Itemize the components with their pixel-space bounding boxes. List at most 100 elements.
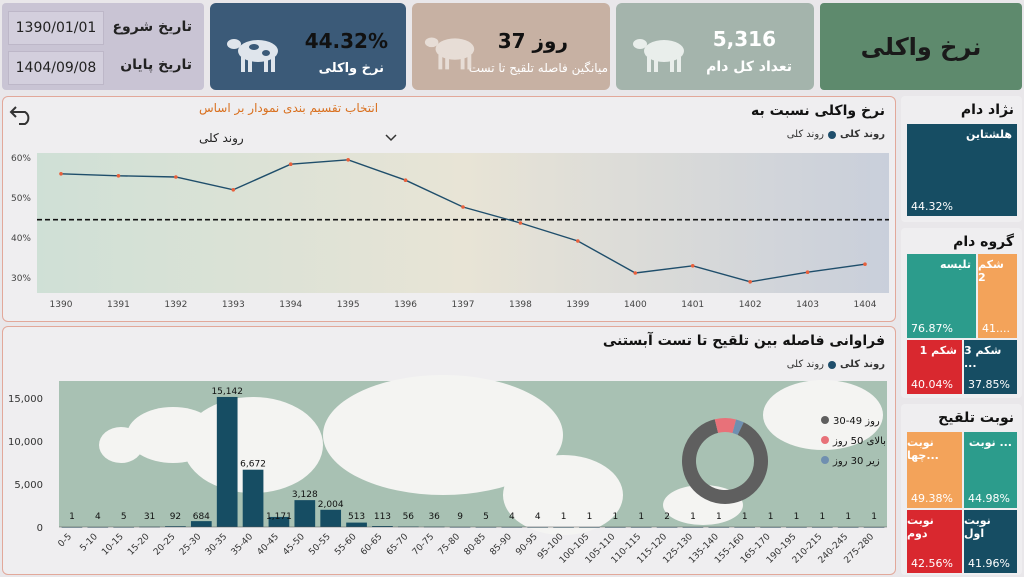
x-tick-label: 30-35 <box>204 532 230 558</box>
legend-title: روند کلی <box>840 129 885 140</box>
x-tick-label: 1392 <box>164 300 187 310</box>
data-point <box>748 280 752 284</box>
x-tick-label: 1401 <box>681 300 704 310</box>
end-date-input[interactable]: 1404/09/08 <box>8 51 104 85</box>
chevron-down-icon <box>385 134 397 142</box>
background-cow-illustration <box>99 375 883 535</box>
x-tick-label: 1393 <box>222 300 245 310</box>
tile-label: شکم 3 ... <box>964 344 1002 370</box>
x-tick-label: 1397 <box>452 300 475 310</box>
cow-icon <box>424 37 475 70</box>
data-point <box>863 262 867 266</box>
x-tick-label: 15-20 <box>126 532 152 558</box>
tile-label: هلشتاین <box>966 128 1012 141</box>
frequency-chart-panel: فراوانی فاصله بین تلقیح تا تست آبستنی رو… <box>2 326 896 575</box>
x-tick-label: 1391 <box>107 300 130 310</box>
data-label: 1 <box>638 512 644 522</box>
donut-legend-dot <box>821 456 829 464</box>
tile-value: 41.96% <box>968 557 1010 570</box>
data-point <box>690 264 695 268</box>
trend-chart-panel: انتخاب تقسیم بندی نمودار بر اساس روند کل… <box>2 96 896 322</box>
tile-label: نوبت چها... <box>907 436 939 462</box>
bar <box>242 469 264 527</box>
x-tick-label: 25-30 <box>178 532 204 558</box>
frequency-legend: روند کلی روند کلی <box>787 359 885 370</box>
data-point <box>805 270 810 274</box>
y-tick-label: 60% <box>11 154 31 164</box>
donut-legend-label: بالای 50 روز <box>832 436 886 447</box>
x-tick-label: 75-80 <box>437 532 463 558</box>
breakdown-dropdown[interactable]: روند کلی <box>199 131 399 149</box>
group-tile-heifer[interactable]: تلیسه 76.87% <box>907 254 976 338</box>
x-tick-label: 1399 <box>566 300 589 310</box>
x-tick-label: 1396 <box>394 300 417 310</box>
data-label: 1 <box>69 512 75 522</box>
group-title: گروه دام <box>953 234 1014 250</box>
service-tile-second[interactable]: نوبت دوم 42.56% <box>907 510 962 573</box>
data-point <box>403 178 408 182</box>
page-title-panel: نرخ واکلی <box>820 3 1022 90</box>
group-tile-parity2[interactable]: شکم 2 41.... <box>978 254 1017 338</box>
x-tick-label: 65-70 <box>385 532 411 558</box>
group-tile-parity3plus[interactable]: شکم 3 ... 37.85% <box>964 340 1017 394</box>
data-point <box>461 205 465 209</box>
data-label: 1 <box>612 512 618 522</box>
legend-title: روند کلی <box>840 359 885 370</box>
data-label: 6,672 <box>240 460 266 470</box>
x-tick-label: 60-65 <box>359 532 385 558</box>
data-label: 4 <box>535 512 541 522</box>
breakdown-dropdown-value: روند کلی <box>199 131 244 145</box>
x-tick-label: 10-15 <box>100 532 126 558</box>
tile-label: شکم 2 <box>978 258 1004 284</box>
back-arrow-icon[interactable] <box>9 103 35 125</box>
start-date-input[interactable]: 1390/01/01 <box>8 11 104 45</box>
service-tile-fourth[interactable]: نوبت چها... 49.38% <box>907 432 962 508</box>
data-label: 1 <box>845 512 851 522</box>
x-tick-label: 1400 <box>624 300 647 310</box>
donut-slice <box>682 419 768 504</box>
x-tick-label: 1390 <box>50 300 73 310</box>
donut-legend-label: 30-49 روز <box>833 416 880 427</box>
legend-dot <box>828 130 836 139</box>
breed-tile-holstein[interactable]: هلشتاین 44.32% <box>907 124 1017 216</box>
date-filter-panel: 1390/01/01 1404/09/08 تاریخ شروع تاریخ پ… <box>2 3 204 90</box>
data-label: 4 <box>509 512 515 522</box>
data-point <box>346 158 350 162</box>
tile-label: شکم 1 <box>919 344 957 357</box>
x-tick-label: 50-55 <box>307 532 333 558</box>
breed-panel: نژاد دام هلشتاین 44.32% <box>901 96 1022 222</box>
trend-chart-title: نرخ واکلی نسبت به <box>751 103 885 119</box>
breed-title: نژاد دام <box>960 102 1014 118</box>
kpi-card-interval: 37 روز میانگین فاصله تلقیح تا تست <box>412 3 610 90</box>
tile-value: 49.38% <box>911 492 953 505</box>
cow-icon <box>227 39 278 72</box>
data-label: 31 <box>144 512 155 522</box>
breakdown-selector-label: انتخاب تقسیم بندی نمودار بر اساس <box>199 101 379 115</box>
cow-group-panel: گروه دام تلیسه 76.87% شکم 2 41.... شکم 1… <box>901 228 1022 398</box>
service-number-panel: نوبت تلقیح نوبت چها... 49.38% نوبت ... 4… <box>901 404 1022 575</box>
x-tick-label: 1404 <box>854 300 877 310</box>
service-tile-first[interactable]: نوبت اول 41.96% <box>964 510 1017 573</box>
group-tile-parity1[interactable]: شکم 1 40.04% <box>907 340 962 394</box>
tile-value: 76.87% <box>911 322 953 335</box>
y-tick-label: 0 <box>37 523 43 534</box>
data-label: 1 <box>794 512 800 522</box>
start-date-label: تاریخ شروع <box>112 19 192 35</box>
legend-item-label: روند کلی <box>786 129 824 140</box>
bar <box>190 521 212 527</box>
data-point <box>174 175 178 179</box>
kpi-rate-value: 44.32% <box>304 29 388 53</box>
y-tick-label: 50% <box>11 194 31 204</box>
bar <box>165 526 186 527</box>
frequency-chart-title: فراوانی فاصله بین تلقیح تا تست آبستنی <box>602 333 885 349</box>
data-point <box>116 174 121 178</box>
tile-value: 44.32% <box>911 200 953 213</box>
kpi-total-value: 5,316 <box>712 27 776 51</box>
tile-value: 37.85% <box>968 378 1010 391</box>
bar <box>346 522 367 527</box>
service-title: نوبت تلقیح <box>938 410 1014 426</box>
bar <box>294 500 316 527</box>
service-tile-third[interactable]: نوبت ... 44.98% <box>964 432 1017 508</box>
data-label: 9 <box>457 512 463 522</box>
data-label: 15,142 <box>211 387 243 397</box>
